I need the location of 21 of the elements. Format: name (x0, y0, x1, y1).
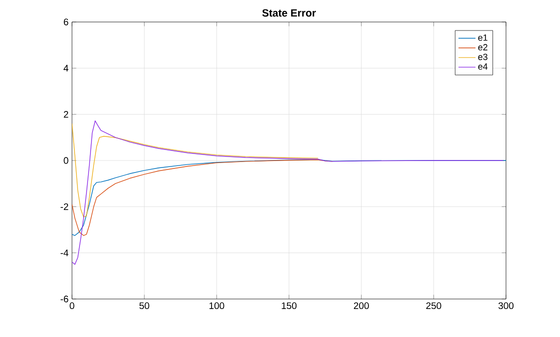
y-tick-label: 0 (64, 157, 68, 164)
y-tick-label: 2 (64, 111, 68, 118)
x-tick-label: 250 (426, 302, 442, 310)
y-tick-label: 4 (64, 64, 68, 72)
x-tick-label: 50 (139, 302, 150, 310)
y-tick-label: -6 (60, 296, 68, 302)
x-tick-label: 100 (209, 302, 224, 310)
y-tick-label: -2 (60, 203, 68, 210)
x-tick-label: 300 (498, 302, 514, 310)
legend-label: e4 (478, 63, 488, 70)
legend-label: e3 (478, 54, 488, 60)
y-tick-label: 6 (64, 18, 68, 26)
line-series (72, 123, 318, 218)
chart-title: State Error (262, 9, 316, 17)
x-tick-label: 150 (282, 302, 297, 310)
legend-label: e2 (478, 44, 488, 50)
line-series (72, 120, 504, 265)
x-tick-label: 0 (70, 302, 74, 310)
x-tick-label: 200 (354, 302, 369, 310)
y-tick-label: -4 (60, 250, 68, 256)
legend-label: e1 (478, 34, 488, 41)
